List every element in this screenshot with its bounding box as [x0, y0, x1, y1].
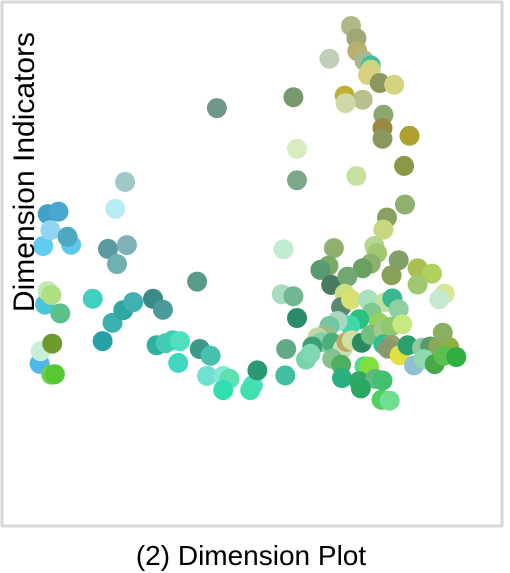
data-point-70	[394, 155, 415, 176]
data-point-36	[187, 271, 208, 292]
data-point-68	[372, 128, 393, 149]
data-point-106	[300, 343, 321, 364]
data-point-12	[48, 201, 69, 222]
data-point-38	[107, 254, 127, 274]
data-point-7	[41, 285, 62, 305]
data-point-11	[40, 220, 61, 241]
data-point-83	[407, 274, 428, 295]
data-point-53	[319, 48, 340, 69]
data-point-40	[105, 198, 126, 219]
data-point-82	[422, 263, 442, 284]
data-point-69	[399, 125, 420, 146]
data-point-140	[350, 378, 371, 399]
data-point-44	[283, 286, 304, 307]
data-point-8	[50, 303, 71, 324]
data-point-42	[206, 98, 227, 119]
data-point-51	[287, 138, 307, 159]
data-point-80	[381, 265, 402, 286]
y-axis-label: Dimension Indicators	[8, 32, 41, 312]
data-point-37	[98, 238, 118, 259]
data-point-3	[44, 364, 65, 385]
data-point-72	[395, 194, 415, 215]
data-point-115	[392, 314, 413, 335]
data-point-25	[170, 331, 190, 352]
data-point-71	[346, 166, 367, 186]
data-point-34	[247, 360, 268, 381]
data-point-84	[323, 238, 344, 259]
data-point-50	[287, 170, 307, 191]
data-point-39	[116, 235, 137, 256]
data-point-74	[373, 219, 394, 240]
data-points	[29, 16, 467, 411]
data-point-142	[379, 390, 400, 411]
data-point-49	[273, 239, 294, 260]
data-point-45	[287, 308, 307, 328]
data-point-91	[341, 289, 361, 310]
data-point-86	[310, 259, 331, 280]
data-point-79	[388, 250, 409, 271]
data-point-130	[432, 322, 453, 343]
data-point-29	[197, 365, 217, 386]
x-axis-label: (2) Dimension Plot	[136, 540, 367, 571]
data-point-28	[200, 345, 221, 366]
data-point-64	[352, 89, 373, 110]
data-point-35	[240, 380, 261, 401]
data-point-4	[42, 333, 63, 354]
data-point-135	[332, 368, 352, 388]
data-point-32	[213, 380, 234, 401]
data-point-95	[388, 299, 409, 320]
data-point-132	[429, 289, 450, 310]
data-point-62	[384, 74, 405, 95]
data-point-65	[335, 93, 356, 114]
data-point-52	[283, 87, 304, 108]
data-point-21	[152, 299, 173, 320]
plot-area-frame	[0, 0, 504, 528]
data-point-47	[275, 365, 296, 386]
data-point-78	[352, 258, 373, 279]
data-point-15	[82, 288, 103, 309]
data-point-129	[446, 347, 467, 367]
data-point-9	[33, 236, 54, 256]
data-point-19	[123, 292, 144, 313]
data-point-26	[168, 352, 189, 373]
data-point-46	[276, 339, 297, 359]
data-point-143	[372, 370, 393, 391]
data-point-14	[57, 226, 78, 247]
data-point-17	[92, 331, 113, 352]
data-point-41	[115, 171, 136, 192]
data-point-88	[337, 266, 358, 287]
